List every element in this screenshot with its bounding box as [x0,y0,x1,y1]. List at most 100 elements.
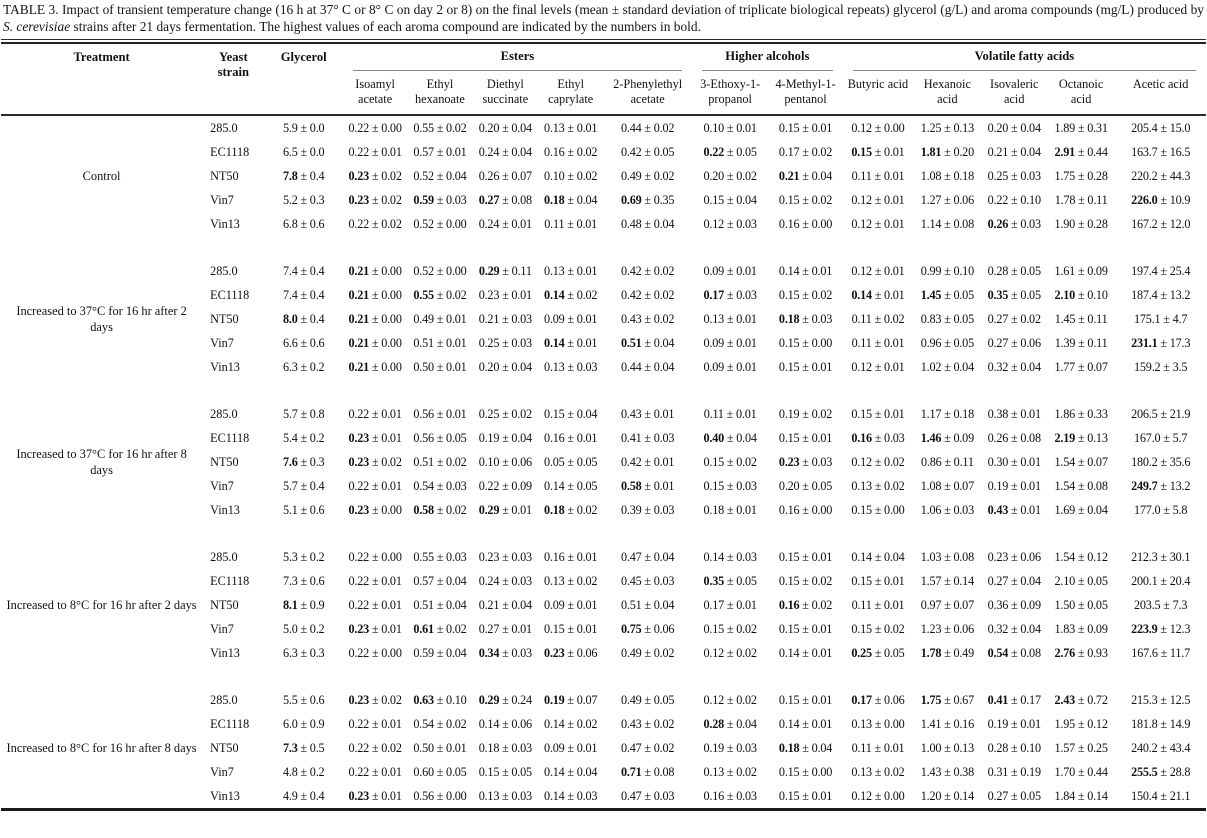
sd-value: 44.3 [1169,168,1191,183]
value-cell-diethyl-succinate: 0.27 ± 0.01 [473,617,538,641]
plus-minus-sign: ± [1157,764,1170,779]
sd-value: 0.01 [653,454,675,469]
sd-value: 0.0 [309,120,325,135]
sd-value: 0.01 [884,359,905,374]
mean-value: 0.12 [851,359,872,374]
plus-minus-sign: ± [724,335,737,350]
plus-minus-sign: ± [941,549,954,564]
plus-minus-sign: ± [1075,359,1088,374]
mean-value: 0.24 [478,216,500,231]
value-cell-3-ethoxy-1-propanol: 0.09 ± 0.01 [692,355,768,379]
plus-minus-sign: ± [297,740,310,755]
plus-minus-sign: ± [433,692,447,707]
plus-minus-sign: ± [724,573,737,588]
plus-minus-sign: ± [1008,764,1021,779]
value-cell-ethyl-hexanoate: 0.49 ± 0.01 [407,307,472,331]
mean-value: 0.15 [703,478,725,493]
mean-value: 167.6 [1131,645,1158,660]
sd-value: 0.08 [1020,645,1041,660]
sd-value: 0.00 [381,549,402,564]
mean-value: 7.6 [282,454,298,469]
sd-value: 0.00 [381,120,402,135]
sd-value: 0.10 [953,263,974,278]
sd-value: 0.28 [1087,216,1108,231]
value-cell-acetic-acid: 159.2 ± 3.5 [1115,355,1206,379]
sd-value: 0.01 [576,263,598,278]
sd-value: 0.02 [811,144,833,159]
plus-minus-sign: ± [871,168,884,183]
plus-minus-sign: ± [941,335,954,350]
mean-value: 1.89 [1054,120,1075,135]
plus-minus-sign: ± [724,168,737,183]
sd-value: 0.04 [511,597,532,612]
sd-value: 0.05 [811,478,833,493]
sd-value: 0.03 [511,549,532,564]
value-cell-isovaleric-acid: 0.21 ± 0.04 [982,140,1047,164]
value-cell-3-ethoxy-1-propanol: 0.17 ± 0.03 [692,283,768,307]
group-spacer [1,379,1206,402]
plus-minus-sign: ± [564,549,577,564]
sd-value: 0.02 [736,168,757,183]
plus-minus-sign: ± [1157,120,1170,135]
mean-value: 0.23 [348,788,369,803]
mean-value: 0.25 [851,645,872,660]
mean-value: 0.23 [987,549,1009,564]
sd-value: 0.04 [653,335,675,350]
value-cell-hexanoic-acid: 0.99 ± 0.10 [913,259,981,283]
sd-value: 0.01 [1020,478,1041,493]
mean-value: 0.17 [851,692,872,707]
mean-value: 0.57 [413,144,434,159]
sd-value: 0.4 [309,311,325,326]
sd-value: 0.05 [884,645,905,660]
mean-value: 0.26 [987,216,1009,231]
value-cell-ethyl-caprylate: 0.14 ± 0.02 [538,283,603,307]
mean-value: 0.19 [987,478,1009,493]
plus-minus-sign: ± [499,621,512,636]
value-cell-octanoic-acid: 1.90 ± 0.28 [1047,212,1115,236]
plus-minus-sign: ± [641,406,654,421]
value-cell-acetic-acid: 163.7 ± 16.5 [1115,140,1206,164]
value-cell-3-ethoxy-1-propanol: 0.19 ± 0.03 [692,736,768,760]
plus-minus-sign: ± [799,335,812,350]
plus-minus-sign: ± [369,335,382,350]
value-cell-octanoic-acid: 2.10 ± 0.05 [1047,569,1115,593]
mean-value: 0.14 [544,716,565,731]
value-cell-glycerol: 7.4 ± 0.4 [264,283,342,307]
plus-minus-sign: ± [641,502,654,517]
strain-cell: 285.0 [210,549,238,564]
value-cell-butyric-acid: 0.15 ± 0.00 [843,498,913,522]
sd-value: 0.01 [736,120,757,135]
sd-value: 0.6 [309,573,325,588]
sd-value: 0.08 [1087,478,1108,493]
mean-value: 0.25 [478,406,500,421]
mean-value: 1.14 [920,216,942,231]
plus-minus-sign: ± [941,311,954,326]
mean-value: 1.03 [920,549,942,564]
plus-minus-sign: ± [724,788,737,803]
mean-value: 187.4 [1131,287,1158,302]
value-cell-3-ethoxy-1-propanol: 0.40 ± 0.04 [692,426,768,450]
col-header-isovaleric-acid: Isovaleric acid [981,71,1047,116]
mean-value: 0.15 [778,192,800,207]
sd-value: 0.01 [811,120,833,135]
value-cell-glycerol: 5.4 ± 0.2 [264,426,342,450]
mean-value: 0.56 [413,788,434,803]
sd-value: 0.02 [381,192,402,207]
mean-value: 0.22 [703,144,725,159]
mean-value: 0.19 [778,406,800,421]
mean-value: 0.28 [987,263,1009,278]
plus-minus-sign: ± [941,144,954,159]
strain-cell: NT50 [210,740,239,755]
sd-value: 0.05 [953,287,974,302]
sd-value: 12.3 [1169,621,1191,636]
plus-minus-sign: ± [724,716,737,731]
plus-minus-sign: ± [1157,335,1170,350]
sd-value: 0.00 [446,216,467,231]
plus-minus-sign: ± [799,692,812,707]
plus-minus-sign: ± [564,621,577,636]
sd-value: 0.06 [511,454,532,469]
plus-minus-sign: ± [871,359,885,374]
mean-value: 0.11 [851,740,872,755]
value-cell-glycerol: 5.9 ± 0.0 [264,115,342,140]
plus-minus-sign: ± [1075,788,1088,803]
